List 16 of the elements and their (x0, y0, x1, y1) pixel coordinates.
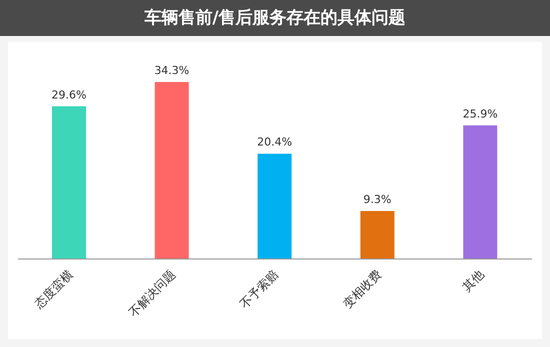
data-label: 34.3% (154, 64, 190, 77)
bar (52, 106, 86, 259)
bar (360, 211, 394, 259)
x-tick-label: 不予索赔 (237, 267, 282, 312)
bar (463, 125, 498, 259)
data-label: 9.3% (363, 193, 392, 206)
bar (258, 154, 292, 259)
x-tick-label: 变相收费 (340, 267, 384, 312)
x-tick-label: 其他 (460, 267, 487, 294)
x-tick-label: 不解决问题 (126, 267, 178, 320)
data-label: 20.4% (257, 136, 292, 149)
data-label: 29.6% (52, 88, 86, 102)
bar (154, 82, 189, 259)
x-tick-label: 态度蛮横 (30, 267, 76, 312)
data-label: 25.9% (462, 107, 498, 120)
chart-title: 车辆售前/售后服务存在的具体问题 (0, 0, 550, 36)
